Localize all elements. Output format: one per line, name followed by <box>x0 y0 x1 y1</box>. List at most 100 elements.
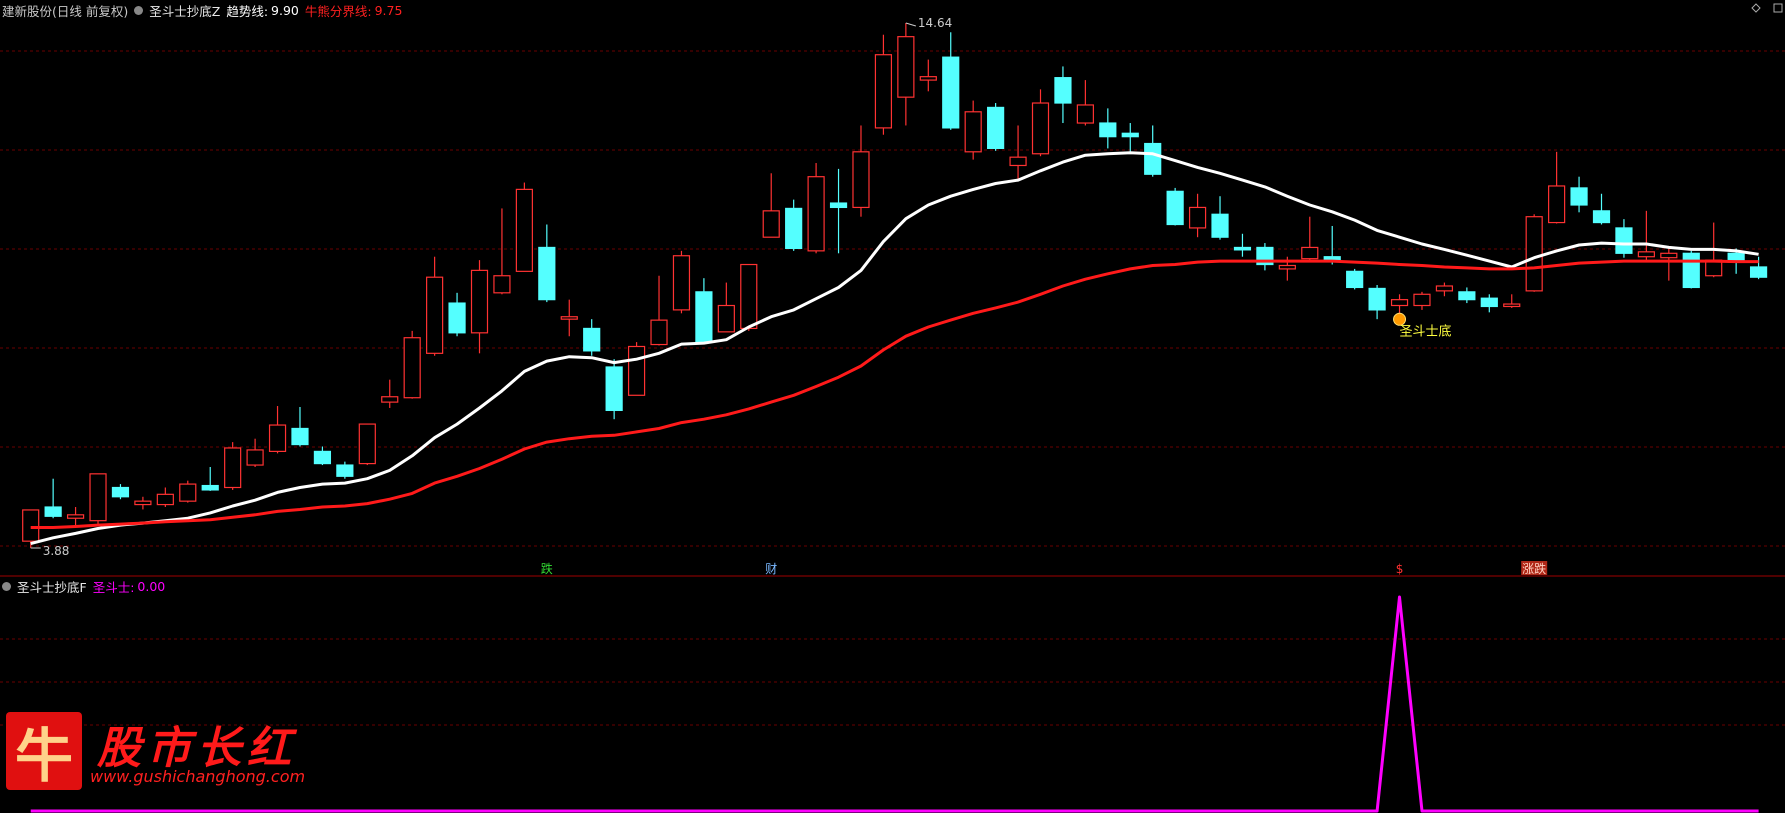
grid <box>0 50 1785 726</box>
candle-body <box>1121 132 1139 138</box>
toolbar-icon[interactable] <box>1773 3 1783 13</box>
candle-body <box>1278 264 1296 270</box>
candle-body <box>268 424 287 452</box>
candle-body <box>381 396 399 403</box>
candle-body <box>897 36 915 98</box>
candle-body <box>1592 210 1611 224</box>
legend-value: 9.90 <box>271 3 299 18</box>
candle-body <box>1346 270 1364 289</box>
candle-body <box>919 76 937 81</box>
price-mark-label: 14.64 <box>918 16 952 30</box>
candle-body <box>1548 185 1566 224</box>
candle-body <box>1144 142 1162 175</box>
candle-body <box>291 427 309 446</box>
candle-body <box>470 269 489 334</box>
candle-body <box>448 302 466 334</box>
candle-body <box>44 506 62 517</box>
watermark-title: 股市长红 <box>97 723 297 774</box>
candle-body <box>1458 291 1476 301</box>
event-label: 财 <box>765 562 777 576</box>
candle-body <box>829 202 848 209</box>
candle-body <box>515 188 533 272</box>
candle-body <box>66 514 85 519</box>
candle-body <box>942 56 960 129</box>
event-label: 跌 <box>541 561 553 576</box>
legend-value: 9.75 <box>374 3 403 18</box>
indicator-line <box>30 595 1759 813</box>
candle-body <box>1503 303 1521 308</box>
main-header: 建新股份(日线 前复权) 圣斗士抄底Z 趋势线: 9.90 牛熊分界线: 9.75 <box>2 1 402 20</box>
legend-name: 圣斗士: <box>92 580 135 595</box>
candle-body <box>336 464 354 477</box>
stock-title: 建新股份(日线 前复权) <box>2 4 129 19</box>
candle-body <box>1076 104 1094 124</box>
signal-icon <box>1393 312 1407 326</box>
candle-body <box>246 449 264 466</box>
candle-body <box>762 210 780 238</box>
candle-body <box>313 450 332 465</box>
candle-body <box>650 319 668 346</box>
watermark-url: www.gushichanghong.com <box>90 767 306 786</box>
candle-body <box>627 345 646 396</box>
candle-body <box>538 246 556 301</box>
candle-body <box>987 106 1005 149</box>
candle-body <box>111 486 130 498</box>
toolbar-icon[interactable] <box>1751 3 1761 13</box>
candle-body <box>1188 206 1207 229</box>
legend-value: 0.00 <box>137 579 166 594</box>
candle-body <box>1637 251 1655 258</box>
candle-body <box>695 291 713 343</box>
price-arrow <box>905 22 917 27</box>
candle-body <box>201 484 219 491</box>
event-label: 涨跌 <box>1522 561 1546 576</box>
candle-body <box>1435 285 1454 292</box>
indicator-line <box>30 259 1759 529</box>
candle-body <box>224 447 242 489</box>
candle-body <box>156 493 174 506</box>
candle-body <box>852 151 870 209</box>
candle-body <box>874 54 893 129</box>
candle-body <box>1009 156 1027 167</box>
candle-body <box>1682 252 1700 289</box>
indicator-name: 圣斗士抄底Z <box>149 4 221 19</box>
sub-header: 圣斗士抄底F 圣斗士: 0.00 <box>2 577 165 596</box>
candle-body <box>1166 190 1184 226</box>
candle-body <box>1615 227 1633 254</box>
indicator-icon[interactable] <box>134 6 144 15</box>
candle-body <box>583 327 601 352</box>
candle-body <box>1233 246 1252 251</box>
indicator-line <box>30 151 1759 546</box>
indicator-name: 圣斗士抄底F <box>17 580 87 595</box>
candle-body <box>22 509 40 542</box>
candle-body <box>1480 297 1498 308</box>
candle-body <box>1099 122 1117 138</box>
candle-body <box>89 473 107 522</box>
candle-body <box>179 483 197 502</box>
candle-body <box>1368 287 1386 311</box>
candle-body <box>358 423 376 465</box>
candle-body <box>1054 77 1072 104</box>
candle-body <box>717 304 735 333</box>
event-label: $ <box>1396 562 1404 576</box>
candle-body <box>1660 252 1678 259</box>
candle-body <box>1031 102 1050 155</box>
signal-label: 圣斗士底 <box>1400 323 1452 339</box>
candle-body <box>785 207 803 250</box>
event-badge <box>1521 561 1548 575</box>
candle-body <box>605 366 623 412</box>
legend-name: 牛熊分界线: <box>304 4 372 19</box>
candle-body <box>1749 266 1768 278</box>
candle-body <box>1525 216 1543 292</box>
candle-body <box>1301 246 1319 260</box>
price-mark-label: 3.88 <box>43 544 70 558</box>
candle-body <box>493 275 511 294</box>
candle-body <box>1413 293 1431 307</box>
candle-body <box>1390 299 1409 307</box>
legend-name: 趋势线: <box>226 4 269 19</box>
indicator-icon[interactable] <box>2 582 11 591</box>
candle-body <box>740 263 758 330</box>
candle-body <box>134 500 152 506</box>
candle-body <box>807 176 825 252</box>
